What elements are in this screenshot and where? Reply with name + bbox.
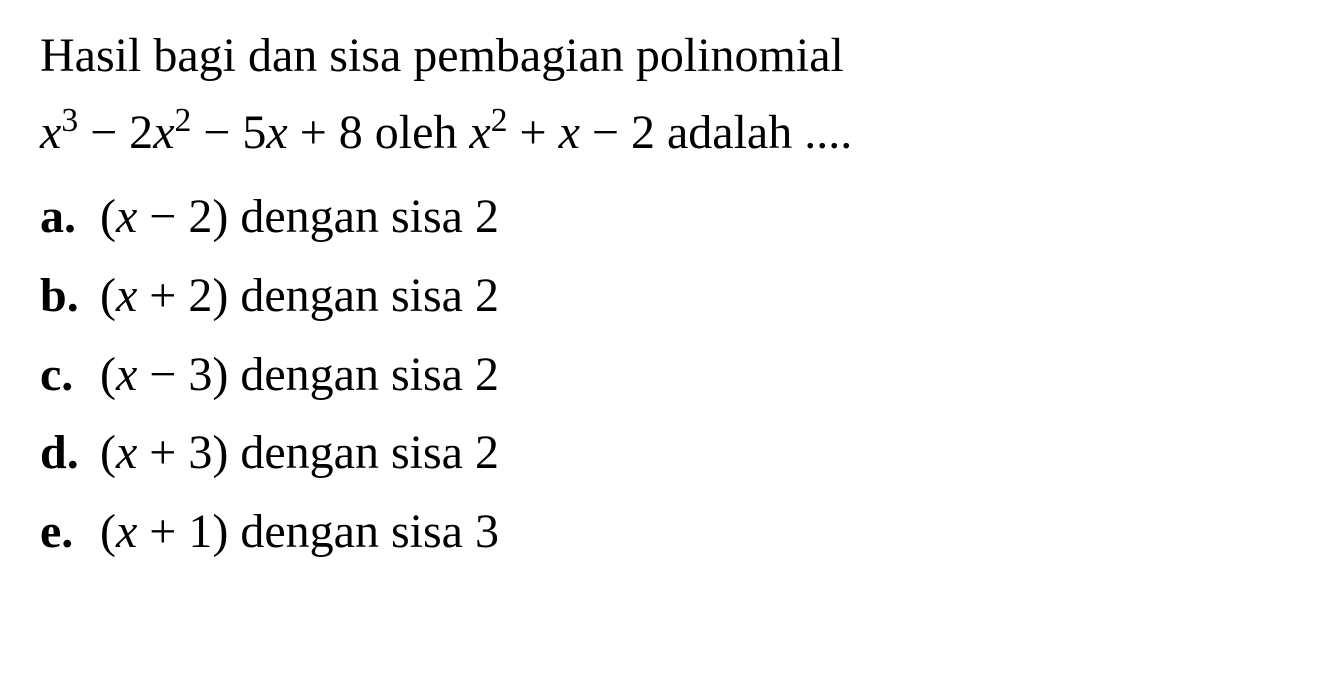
option-c: c. (x − 3) dengan sisa 2 — [40, 337, 1302, 414]
poly2-exp1: 2 — [491, 102, 508, 139]
option-d-rest: + 3) — [137, 426, 228, 479]
option-d: d. (x + 3) dengan sisa 2 — [40, 415, 1302, 492]
option-label-a: a. — [40, 179, 100, 256]
question-formula: x3 − 2x2 − 5x + 8 oleh x2 + x − 2 adalah… — [40, 97, 1302, 169]
option-c-desc: dengan sisa 2 — [228, 348, 499, 401]
option-text-b: (x + 2) dengan sisa 2 — [100, 258, 1302, 335]
poly1-x3: x — [266, 106, 287, 159]
option-b-desc: dengan sisa 2 — [228, 269, 499, 322]
option-a: a. (x − 2) dengan sisa 2 — [40, 179, 1302, 256]
option-d-open: ( — [100, 426, 116, 479]
poly1-exp1: 3 — [61, 102, 78, 139]
option-text-c: (x − 3) dengan sisa 2 — [100, 337, 1302, 414]
option-d-desc: dengan sisa 2 — [228, 426, 499, 479]
poly1-op2: − 5 — [191, 106, 266, 159]
option-e: e. (x + 1) dengan sisa 3 — [40, 494, 1302, 571]
option-text-e: (x + 1) dengan sisa 3 — [100, 494, 1302, 571]
option-text-a: (x − 2) dengan sisa 2 — [100, 179, 1302, 256]
option-label-c: c. — [40, 337, 100, 414]
option-e-rest: + 1) — [137, 505, 228, 558]
option-c-rest: − 3) — [137, 348, 228, 401]
option-a-desc: dengan sisa 2 — [228, 190, 499, 243]
option-c-var: x — [116, 348, 137, 401]
option-a-open: ( — [100, 190, 116, 243]
poly1-op3: + 8 oleh — [288, 106, 470, 159]
option-c-open: ( — [100, 348, 116, 401]
poly1-x2: x — [153, 106, 174, 159]
option-b-var: x — [116, 269, 137, 322]
option-e-var: x — [116, 505, 137, 558]
option-a-rest: − 2) — [137, 190, 228, 243]
option-e-desc: dengan sisa 3 — [228, 505, 499, 558]
option-b: b. (x + 2) dengan sisa 2 — [40, 258, 1302, 335]
option-a-var: x — [116, 190, 137, 243]
option-text-d: (x + 3) dengan sisa 2 — [100, 415, 1302, 492]
option-label-e: e. — [40, 494, 100, 571]
options-container: a. (x − 2) dengan sisa 2 b. (x + 2) deng… — [40, 179, 1302, 571]
poly1-op1: − 2 — [78, 106, 153, 159]
option-label-b: b. — [40, 258, 100, 335]
option-label-d: d. — [40, 415, 100, 492]
option-d-var: x — [116, 426, 137, 479]
poly2-op1: + — [508, 106, 559, 159]
option-b-rest: + 2) — [137, 269, 228, 322]
poly1-x1: x — [40, 106, 61, 159]
poly1-exp2: 2 — [175, 102, 192, 139]
question-intro-text: Hasil bagi dan sisa pembagian polinomial — [40, 29, 844, 82]
poly2-x2: x — [559, 106, 580, 159]
option-e-open: ( — [100, 505, 116, 558]
option-b-open: ( — [100, 269, 116, 322]
question-line1: Hasil bagi dan sisa pembagian polinomial — [40, 20, 1302, 92]
poly2-op2: − 2 adalah .... — [580, 106, 852, 159]
poly2-x1: x — [469, 106, 490, 159]
